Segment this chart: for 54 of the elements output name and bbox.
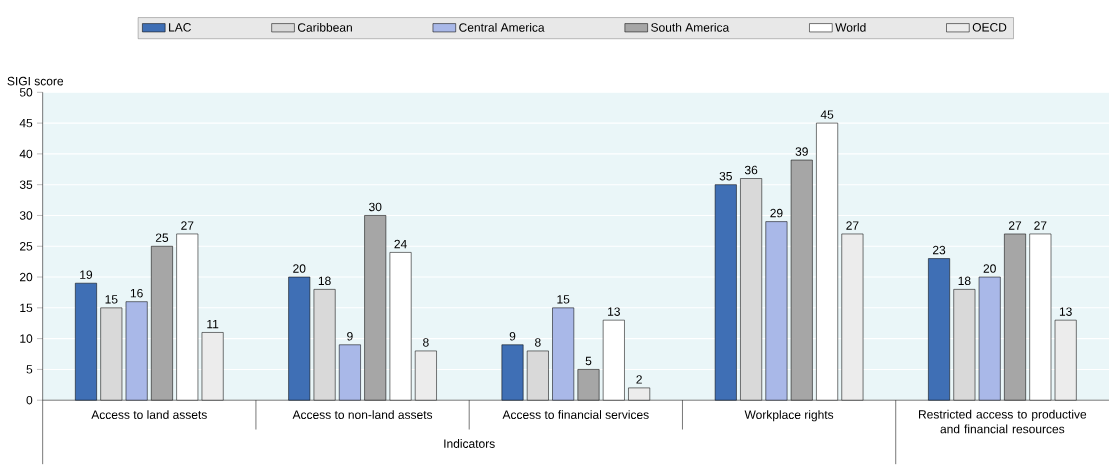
legend-label: South America (651, 22, 730, 32)
y-tick-label: 5 (26, 365, 33, 374)
data-label: 13 (1059, 307, 1072, 316)
data-label: 8 (423, 338, 429, 347)
data-label: 5 (585, 356, 592, 366)
data-label: 39 (795, 147, 808, 156)
y-tick-label: 20 (19, 272, 33, 282)
legend-label: World (835, 22, 866, 32)
data-label: 27 (846, 221, 859, 230)
data-label: 15 (105, 295, 118, 304)
y-tick-label: 45 (19, 118, 33, 128)
y-tick-label: 50 (19, 88, 33, 97)
data-label: 18 (318, 276, 331, 286)
data-label: 24 (394, 239, 407, 249)
y-tick-label: 0 (26, 396, 33, 405)
data-label: 20 (293, 264, 306, 273)
data-label: 45 (820, 110, 834, 119)
data-label: 9 (509, 332, 516, 341)
y-tick-label: 15 (20, 303, 33, 313)
text: Indicators (444, 439, 495, 449)
data-label: 16 (130, 288, 143, 298)
data-label: 2 (636, 375, 642, 384)
x-tick-label: Access to land assets (91, 410, 207, 420)
x-tick-label: Access to non-land assets (292, 410, 433, 420)
data-label: 25 (155, 233, 169, 243)
x-tick-label: Access to financial services (502, 410, 649, 420)
data-label: 11 (207, 320, 219, 329)
y-tick-label: 25 (19, 242, 33, 251)
data-label: 18 (958, 276, 971, 286)
data-label: 19 (80, 270, 93, 280)
data-label: 35 (719, 171, 732, 181)
legend-label: LAC (169, 23, 191, 32)
x-tick-label: Workplace rights (744, 410, 834, 422)
data-label: 8 (535, 338, 541, 347)
data-label: 29 (770, 208, 783, 218)
data-label: 13 (608, 307, 620, 316)
data-label: 27 (1008, 221, 1022, 230)
y-axis-title: SIGI score (7, 76, 64, 86)
y-tick-label: 30 (19, 211, 33, 220)
text: Restricted access to productive and financial resources (919, 409, 1087, 434)
y-tick-label: 35 (19, 180, 33, 190)
legend-label: Caribbean (297, 22, 352, 32)
data-label: 36 (744, 165, 758, 175)
data-label: 23 (932, 245, 946, 255)
data-label: 27 (1034, 221, 1047, 230)
data-label: 27 (181, 221, 194, 230)
data-label: 15 (557, 295, 570, 304)
data-label: 9 (347, 332, 353, 341)
y-tick-label: 10 (20, 334, 33, 343)
legend-label: Central America (459, 22, 545, 32)
legend-label: OECD (972, 23, 1007, 32)
y-tick-label: 40 (19, 149, 33, 159)
data-label: 30 (369, 202, 382, 212)
data-label: 20 (983, 264, 996, 273)
